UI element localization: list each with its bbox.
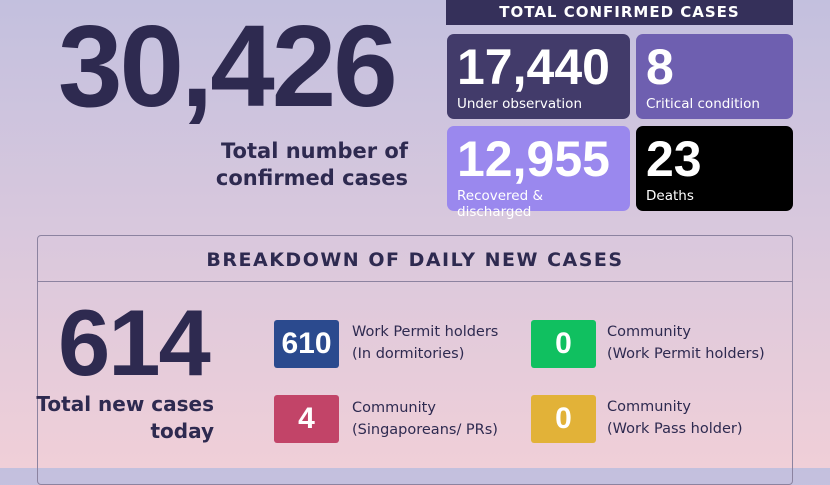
label-line: (In dormitories)	[352, 346, 465, 362]
badge-community-singaporeans: 4	[274, 395, 339, 443]
stat-value: 17,440	[457, 39, 610, 95]
label-community-work-pass: Community (Work Pass holder)	[607, 396, 743, 440]
badge-dormitories: 610	[274, 320, 339, 368]
total-cases-label: Total number of confirmed cases	[215, 139, 408, 190]
stat-label: Critical condition	[646, 96, 760, 112]
badge-community-work-permit: 0	[531, 320, 596, 368]
stat-value: 12,955	[457, 131, 610, 187]
stat-recovered: 12,955 Recovered & discharged	[447, 126, 630, 220]
label-line: (Work Pass holder)	[607, 421, 743, 437]
stat-label: Under observation	[457, 96, 582, 112]
badge-community-work-pass: 0	[531, 395, 596, 443]
label-line: Work Permit holders	[352, 324, 499, 340]
label-community-singaporeans: Community (Singaporeans/ PRs)	[352, 397, 498, 441]
stat-value: 23	[646, 131, 702, 187]
new-cases-number: 614	[58, 290, 211, 395]
label-line: Community	[352, 400, 436, 416]
stat-deaths: 23 Deaths	[636, 126, 793, 211]
stat-label: Deaths	[646, 188, 694, 204]
label-dormitories: Work Permit holders (In dormitories)	[352, 321, 498, 365]
stat-critical-condition: 8 Critical condition	[636, 34, 793, 119]
stat-under-observation: 17,440 Under observation	[447, 34, 630, 119]
stat-label: Recovered & discharged	[457, 188, 544, 220]
breakdown-title: BREAKDOWN OF DAILY NEW CASES	[38, 236, 792, 282]
label-line: Community	[607, 324, 691, 340]
label-line: (Work Permit holders)	[607, 346, 765, 362]
stat-value: 8	[646, 39, 674, 95]
label-community-work-permit: Community (Work Permit holders)	[607, 321, 765, 365]
label-line: (Singaporeans/ PRs)	[352, 422, 498, 438]
confirmed-cases-header: TOTAL CONFIRMED CASES	[446, 0, 793, 25]
new-cases-label: Total new cases today	[36, 392, 214, 443]
total-cases-number: 30,426	[58, 1, 398, 131]
label-line: Community	[607, 399, 691, 415]
